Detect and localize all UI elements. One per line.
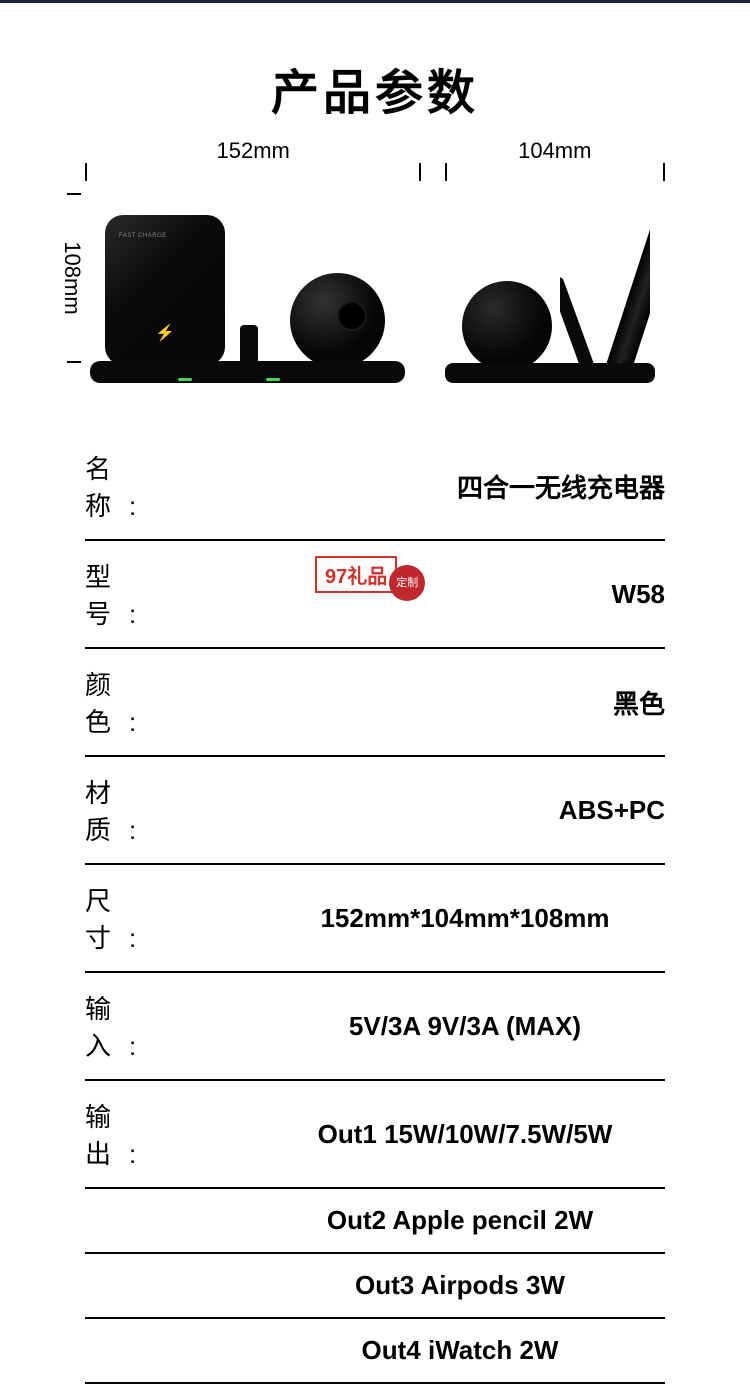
- spec-row: 材 质:ABS+PC: [85, 757, 665, 865]
- spec-row: 尺 寸:152mm*104mm*108mm: [85, 865, 665, 973]
- spec-value: 四合一无线充电器: [225, 468, 665, 505]
- dimension-diagram: 152mm 104mm 108mm ⚡: [85, 163, 665, 403]
- spec-row: 输 出:Out1 15W/10W/7.5W/5W: [85, 1081, 665, 1189]
- product-render: ⚡: [85, 183, 665, 383]
- spec-row: 颜 色:黑色: [85, 649, 665, 757]
- side-support-shape: [560, 276, 595, 368]
- led-indicator: [266, 378, 280, 381]
- spec-label: 尺 寸:: [85, 881, 225, 955]
- spec-label: 颜 色:: [85, 665, 225, 739]
- dimension-depth: 104mm: [445, 163, 665, 181]
- spec-label: 输 出:: [85, 1097, 225, 1171]
- dimension-width: 152mm: [85, 163, 421, 181]
- side-base-shape: [445, 363, 655, 383]
- led-indicator: [178, 378, 192, 381]
- watch-ball-shape: [290, 273, 385, 368]
- front-view: ⚡: [85, 183, 410, 383]
- spec-label: 输 入:: [85, 989, 225, 1063]
- pencil-slot-shape: [240, 325, 258, 365]
- side-panel-shape: [605, 213, 650, 368]
- spec-label: 名 称:: [85, 449, 225, 523]
- phone-stand-shape: ⚡: [105, 215, 225, 365]
- spec-value: 黑色: [225, 684, 665, 721]
- spec-label: 型 号:: [85, 557, 225, 631]
- spec-value: 152mm*104mm*108mm: [225, 903, 665, 934]
- dimension-height: 108mm: [67, 193, 81, 363]
- base-plate-shape: [90, 361, 405, 383]
- spec-value: ABS+PC: [225, 795, 665, 826]
- side-ball-shape: [462, 281, 552, 371]
- spec-row: 型 号: 97礼品W58: [85, 541, 665, 649]
- spec-value: 5V/3A 9V/3A (MAX): [225, 1011, 665, 1042]
- charge-bolt-icon: ⚡: [155, 323, 175, 343]
- spec-output-row: Out4 iWatch 2W: [85, 1319, 665, 1384]
- side-view: [440, 183, 660, 383]
- spec-row: 输 入:5V/3A 9V/3A (MAX): [85, 973, 665, 1081]
- page-title: 产品参数: [60, 53, 690, 123]
- spec-value: W58: [225, 579, 665, 610]
- spec-output-row: Out3 Airpods 3W: [85, 1254, 665, 1319]
- spec-row: 名 称:四合一无线充电器: [85, 433, 665, 541]
- spec-label: 材 质:: [85, 773, 225, 847]
- spec-value: Out1 15W/10W/7.5W/5W: [225, 1119, 665, 1150]
- spec-output-row: Out2 Apple pencil 2W: [85, 1189, 665, 1254]
- specs-table: 名 称:四合一无线充电器型 号:97礼品W58颜 色:黑色材 质:ABS+PC尺…: [85, 433, 665, 1384]
- watermark-badge: 97礼品: [315, 547, 425, 601]
